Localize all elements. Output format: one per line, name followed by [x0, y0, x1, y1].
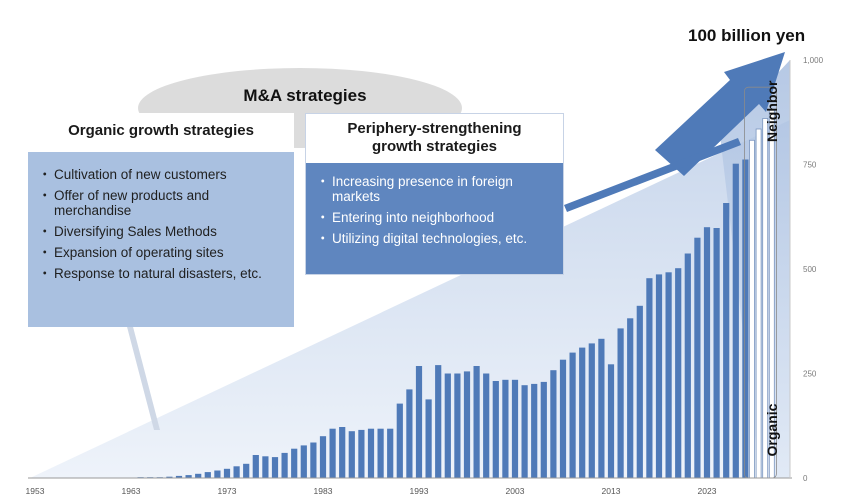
x-tick-label: 2023 — [698, 486, 717, 496]
periphery-item: Utilizing digital technologies, etc. — [316, 231, 557, 246]
bar-1997 — [454, 373, 461, 478]
bar-1977 — [262, 456, 269, 478]
bar-2001 — [492, 381, 499, 478]
growth-arrow — [655, 52, 785, 176]
y-tick-label: 250 — [803, 370, 817, 379]
bar-1995 — [435, 365, 442, 478]
bar-1975 — [243, 463, 250, 478]
x-tick-label: 1993 — [410, 486, 429, 496]
bar-2007 — [550, 370, 557, 478]
organic-item: Expansion of operating sites — [38, 245, 288, 260]
projection-bar — [755, 128, 762, 479]
x-tick-label: 2003 — [506, 486, 525, 496]
x-tick-label: 1973 — [218, 486, 237, 496]
top-value-label: 100 billion yen — [688, 26, 806, 45]
bar-1986 — [348, 431, 355, 478]
bar-2003 — [511, 379, 519, 478]
bar-1969 — [185, 475, 192, 478]
x-tick-label: 1983 — [314, 486, 333, 496]
periphery-strategies-list: Increasing presence in foreign markets E… — [306, 163, 563, 274]
bar-1998 — [463, 371, 471, 478]
bar-1992 — [406, 389, 413, 478]
bar-2006 — [540, 381, 547, 478]
bar-1985 — [339, 427, 346, 478]
organic-item: Diversifying Sales Methods — [38, 224, 288, 239]
bar-1973 — [223, 468, 231, 478]
bar-2016 — [636, 305, 643, 478]
bar-2010 — [579, 347, 586, 478]
bar-2013 — [607, 364, 615, 478]
x-tick-label: 1963 — [122, 486, 141, 496]
bar-1987 — [358, 429, 365, 478]
bar-1991 — [396, 403, 403, 478]
bar-1970 — [195, 473, 202, 478]
bar-1996 — [444, 373, 451, 478]
organic-label: Organic — [764, 403, 780, 457]
bar-2023 — [703, 227, 711, 478]
y-tick-label: 1,000 — [803, 56, 824, 65]
organic-strategies-box: Organic growth strategies Cultivation of… — [28, 113, 294, 327]
bar-1981 — [300, 445, 307, 478]
organic-item: Cultivation of new customers — [38, 167, 288, 182]
bar-2015 — [627, 318, 634, 478]
bar-1980 — [291, 448, 298, 478]
bar-2026 — [732, 163, 739, 478]
bar-1990 — [387, 428, 394, 478]
y-tick-label: 0 — [803, 474, 808, 483]
bar-2002 — [502, 379, 509, 478]
bar-2000 — [483, 373, 490, 478]
bar-2009 — [569, 352, 576, 478]
bar-1999 — [473, 366, 480, 478]
organic-strategies-list: Cultivation of new customers Offer of ne… — [28, 152, 294, 327]
bar-1976 — [252, 455, 259, 478]
y-tick-label: 750 — [803, 161, 817, 170]
x-tick-label: 2013 — [602, 486, 621, 496]
bar-1982 — [310, 442, 317, 478]
bar-2004 — [521, 385, 528, 478]
periphery-item: Entering into neighborhood — [316, 210, 557, 225]
bar-1972 — [214, 470, 221, 478]
bar-2011 — [588, 343, 595, 478]
bar-2005 — [531, 383, 538, 478]
bar-1993 — [415, 366, 423, 478]
bar-2017 — [646, 278, 653, 478]
bar-2024 — [713, 228, 720, 478]
organic-item: Response to natural disasters, etc. — [38, 266, 288, 281]
periphery-item: Increasing presence in foreign markets — [316, 174, 557, 204]
bar-2014 — [617, 328, 624, 478]
bar-1974 — [233, 466, 240, 478]
bar-2022 — [694, 237, 701, 478]
callout-line — [120, 300, 160, 430]
bar-1967 — [166, 476, 173, 478]
periphery-strategies-title: Periphery-strengthening growth strategie… — [306, 114, 563, 163]
bar-1978 — [271, 457, 279, 478]
organic-item: Offer of new products and merchandise — [38, 188, 288, 218]
bar-2025 — [723, 203, 730, 478]
bar-1983 — [319, 436, 327, 478]
bar-1989 — [377, 428, 384, 478]
bar-1971 — [204, 472, 211, 478]
periphery-arrow — [564, 138, 741, 212]
bar-2027 — [742, 159, 749, 478]
periphery-strategies-box: Periphery-strengthening growth strategie… — [305, 113, 564, 275]
bar-1979 — [281, 452, 288, 478]
bar-1984 — [329, 428, 336, 478]
bar-2020 — [675, 268, 682, 478]
x-tick-label: 1953 — [26, 486, 45, 496]
ma-strategies-label: M&A strategies — [243, 86, 367, 105]
bar-1988 — [367, 428, 375, 478]
bar-1994 — [425, 399, 432, 478]
bar-2018 — [655, 274, 663, 478]
bar-1968 — [175, 475, 183, 478]
y-tick-label: 500 — [803, 265, 817, 274]
bar-2008 — [559, 359, 567, 478]
bar-2012 — [598, 338, 605, 478]
organic-strategies-title: Organic growth strategies — [28, 113, 294, 152]
neighbor-label: Neighbor — [764, 80, 780, 142]
bar-2019 — [665, 272, 672, 478]
projection-bar — [749, 139, 755, 479]
bar-2021 — [684, 253, 691, 478]
